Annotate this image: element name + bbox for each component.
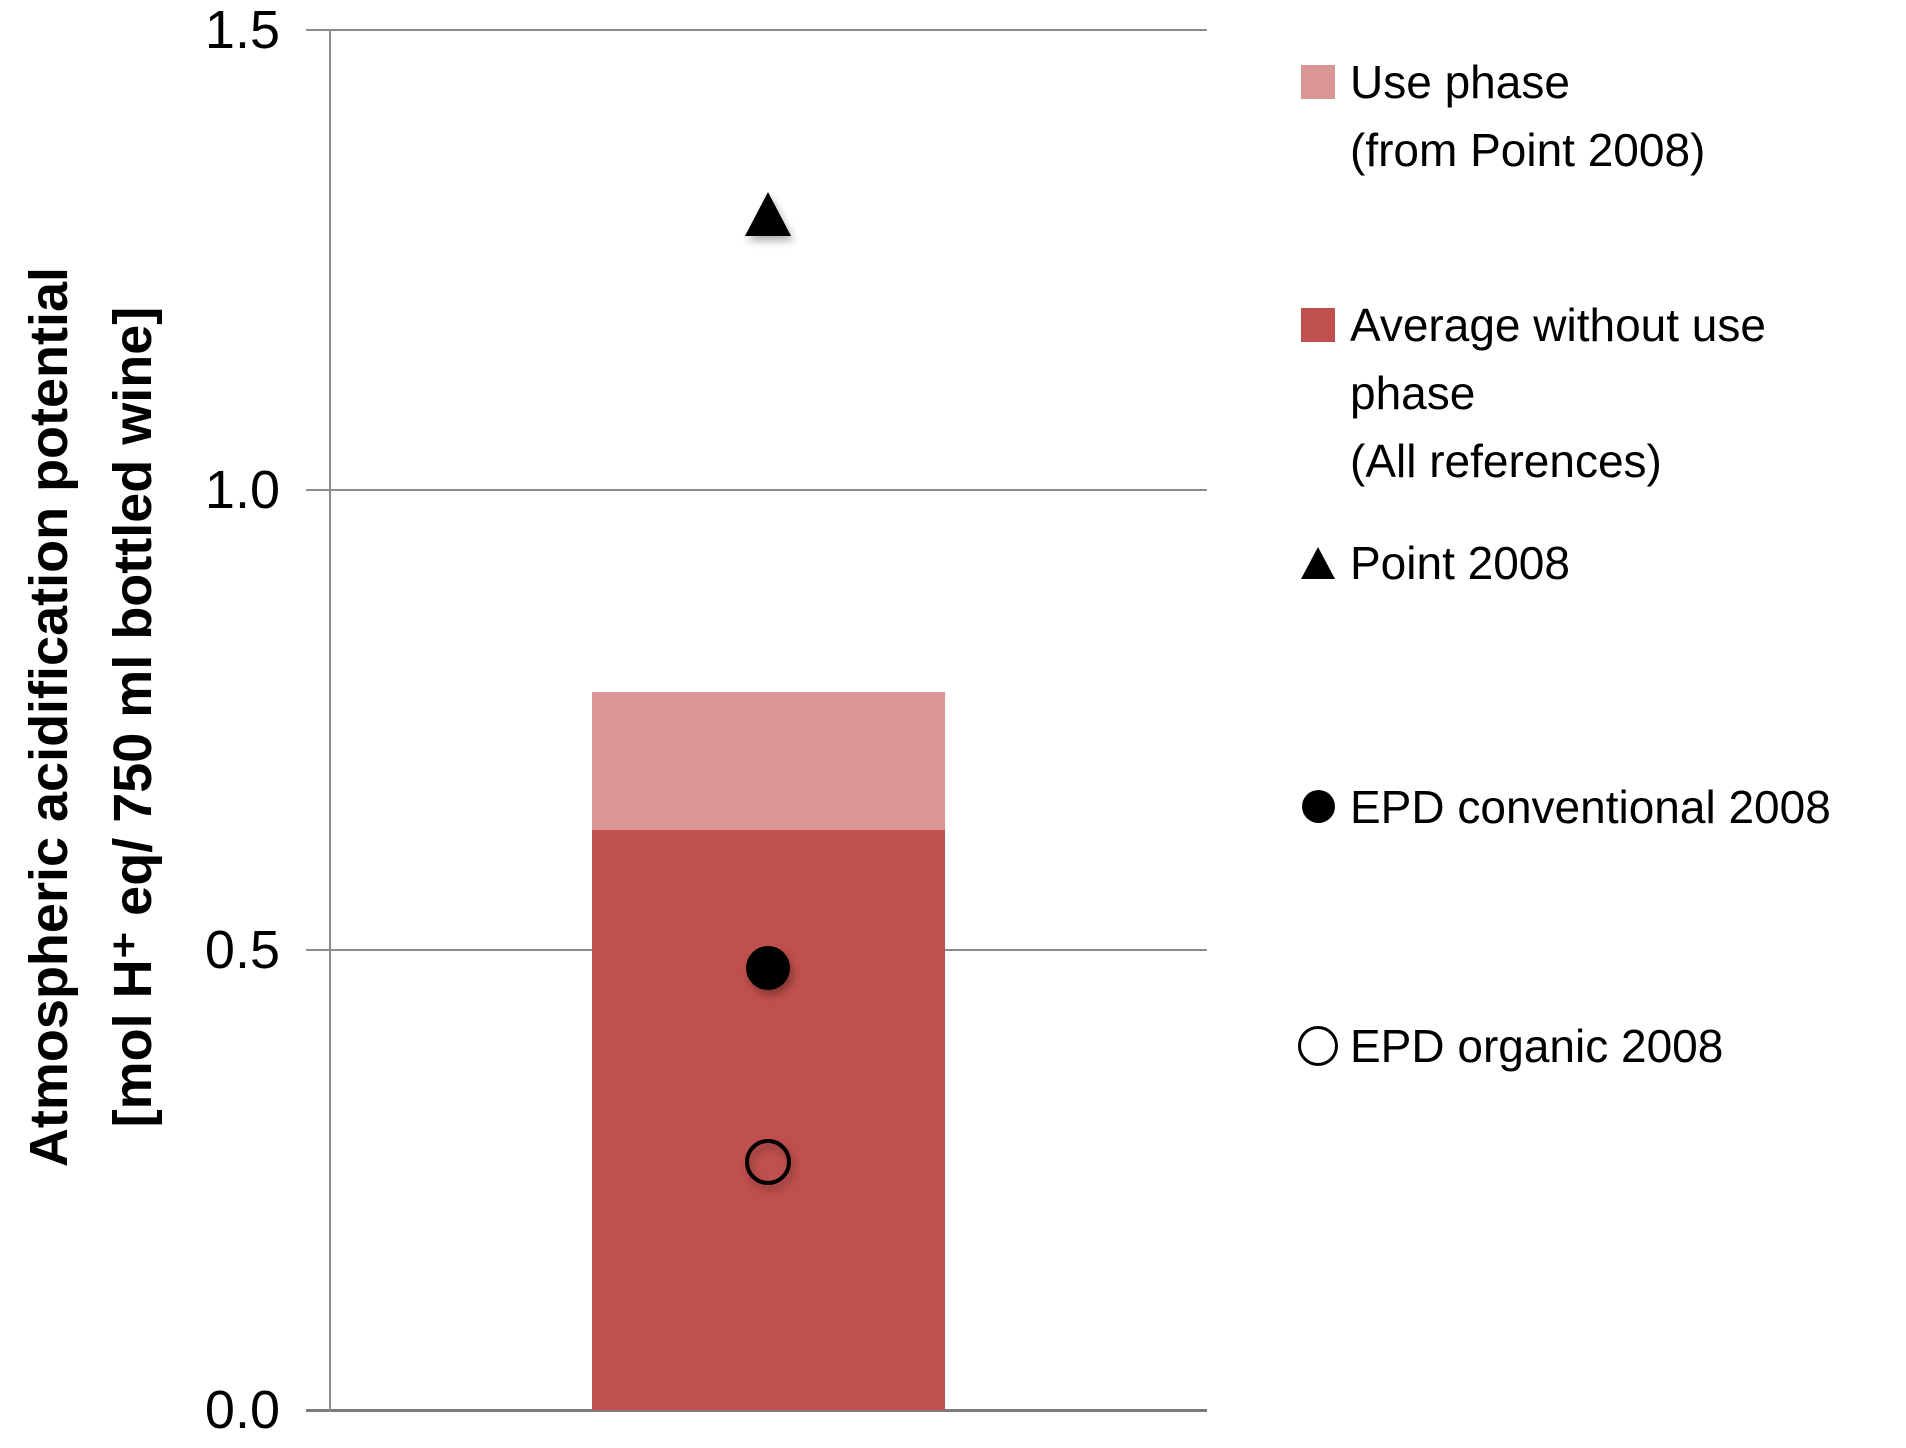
y-axis-line bbox=[329, 30, 331, 1412]
legend-item-label: Use phase (from Point 2008) bbox=[1350, 48, 1705, 184]
y-tick-label: 1.0 bbox=[204, 460, 280, 520]
legend-label-line: Average without use bbox=[1350, 299, 1766, 351]
y-tick-label: 0.0 bbox=[204, 1380, 280, 1440]
y-tick-label: 0.5 bbox=[204, 920, 280, 980]
marker-epd-conventional-2008 bbox=[746, 946, 790, 990]
open-circle-marker-icon bbox=[1298, 1026, 1338, 1066]
open-circle-icon bbox=[745, 1139, 791, 1185]
filled-circle-icon bbox=[746, 946, 790, 990]
legend-label-line: Use phase bbox=[1350, 56, 1570, 108]
legend-label-line: (from Point 2008) bbox=[1350, 124, 1706, 176]
y-axis-title-line2: [mol H⁺ eq/ 750 ml bottled wine] bbox=[103, 306, 163, 1128]
legend-item-use-phase: Use phase (from Point 2008) bbox=[1298, 48, 1705, 184]
legend-item-epd-organic-2008: EPD organic 2008 bbox=[1298, 1012, 1723, 1080]
filled-triangle-icon bbox=[745, 192, 791, 236]
legend-label-line: EPD organic 2008 bbox=[1350, 1020, 1724, 1072]
y-axis-title: Atmospheric acidification potential [mol… bbox=[7, 92, 175, 1342]
legend-item-label: EPD organic 2008 bbox=[1350, 1012, 1723, 1080]
legend-item-label: Point 2008 bbox=[1350, 529, 1570, 597]
bar-segment-use-phase-from-point-2008 bbox=[592, 692, 945, 830]
y-axis-title-line1: Atmospheric acidification potential bbox=[19, 266, 79, 1168]
gridline bbox=[306, 489, 1207, 491]
legend-label-line: (All references) bbox=[1350, 435, 1662, 487]
use-phase-swatch-icon bbox=[1301, 65, 1335, 99]
average-swatch-icon bbox=[1301, 308, 1335, 342]
legend-label-line: Point 2008 bbox=[1350, 537, 1570, 589]
legend-item-epd-conventional-2008: EPD conventional 2008 bbox=[1298, 773, 1831, 841]
legend-label-line: phase bbox=[1350, 367, 1476, 419]
legend-item-label: EPD conventional 2008 bbox=[1350, 773, 1831, 841]
legend-item-average-without-use-phase: Average without use phase (All reference… bbox=[1298, 291, 1766, 495]
marker-point-2008 bbox=[745, 192, 791, 236]
gridline bbox=[306, 29, 1207, 31]
marker-epd-organic-2008 bbox=[745, 1139, 791, 1185]
legend-item-label: Average without use phase (All reference… bbox=[1350, 291, 1766, 495]
bar-segment-average-without-use-phase-all-references bbox=[592, 830, 945, 1410]
filled-circle-marker-icon bbox=[1301, 790, 1335, 823]
legend-item-point-2008: Point 2008 bbox=[1298, 529, 1570, 597]
y-tick-label: 1.5 bbox=[204, 0, 280, 60]
triangle-marker-icon bbox=[1301, 547, 1335, 579]
x-axis-line bbox=[306, 1409, 1207, 1412]
legend-label-line: EPD conventional 2008 bbox=[1350, 781, 1831, 833]
